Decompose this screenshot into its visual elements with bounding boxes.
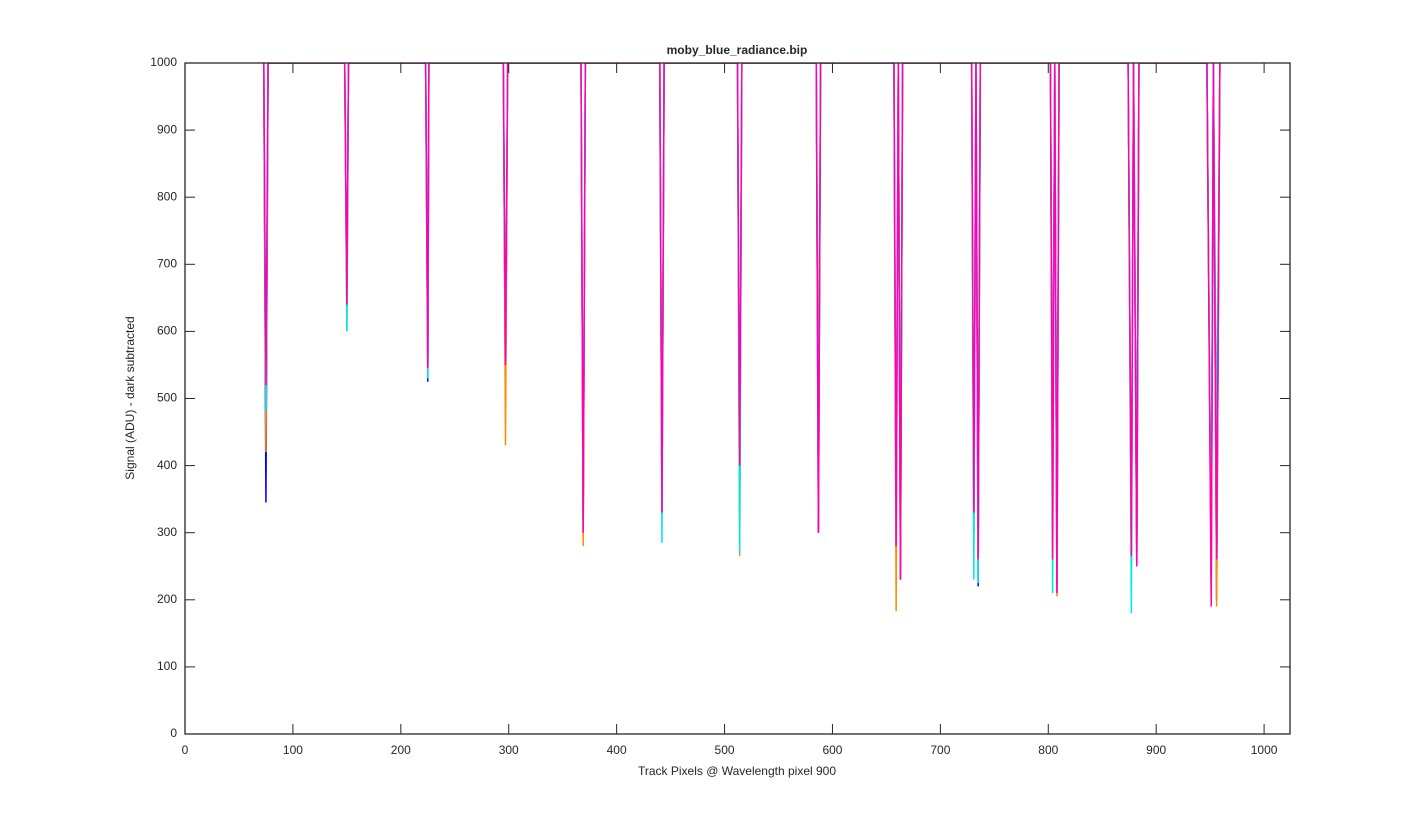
x-tick-label: 1000 <box>1251 743 1278 757</box>
x-tick-label: 600 <box>822 743 842 757</box>
y-tick-label: 600 <box>157 324 177 338</box>
y-tick-label: 200 <box>157 592 177 606</box>
y-tick-label: 900 <box>157 122 177 136</box>
data-line <box>263 63 1221 607</box>
y-tick-label: 0 <box>170 726 177 740</box>
x-tick-label: 400 <box>607 743 627 757</box>
x-tick-label: 800 <box>1038 743 1058 757</box>
x-tick-label: 100 <box>283 743 303 757</box>
chart-title: moby_blue_radiance.bip <box>667 43 808 57</box>
y-tick-label: 300 <box>157 525 177 539</box>
y-tick-label: 800 <box>157 189 177 203</box>
x-tick-label: 700 <box>930 743 950 757</box>
y-axis-label: Signal (ADU) - dark subtracted <box>123 316 137 479</box>
x-tick-label: 300 <box>499 743 519 757</box>
x-axis-label: Track Pixels @ Wavelength pixel 900 <box>638 764 836 778</box>
x-tick-label: 500 <box>715 743 735 757</box>
y-tick-label: 500 <box>157 391 177 405</box>
y-tick-label: 100 <box>157 659 177 673</box>
x-tick-label: 900 <box>1146 743 1166 757</box>
y-tick-label: 1000 <box>150 55 177 69</box>
y-tick-label: 700 <box>157 256 177 270</box>
x-tick-label: 200 <box>391 743 411 757</box>
y-tick-label: 400 <box>157 458 177 472</box>
plot-area <box>263 63 1221 614</box>
x-tick-label: 0 <box>182 743 189 757</box>
